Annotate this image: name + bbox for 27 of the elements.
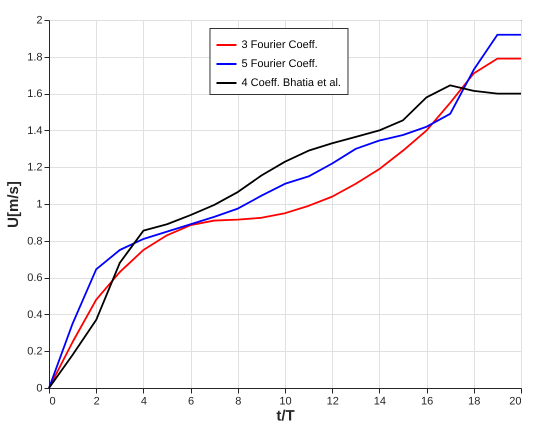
x-tick-label: 18 [468, 396, 480, 408]
y-tick-label: 0 [36, 382, 42, 394]
legend-label: 3 Fourier Coeff. [241, 39, 318, 51]
y-tick-label: 0.4 [27, 308, 42, 321]
x-tick-label: 6 [188, 396, 194, 408]
y-tick-label: 2 [36, 14, 42, 26]
y-tick-label: 1.4 [27, 124, 42, 137]
y-tick-label: 1.2 [27, 162, 42, 174]
y-tick-label: 1 [36, 198, 42, 210]
y-tick-label: 0.6 [27, 272, 42, 284]
x-tick-label: 16 [420, 396, 434, 408]
x-tick-label: 20 [509, 396, 522, 408]
x-tick-label: 12 [326, 396, 339, 408]
y-tick-label: 0.8 [27, 235, 42, 248]
legend-label: 5 Fourier Coeff. [241, 58, 318, 70]
x-tick-label: 8 [235, 396, 242, 408]
x-tick-label: 14 [374, 396, 386, 408]
x-tick-label: 2 [94, 396, 100, 408]
legend-label: 4 Coeff. Bhatia et al. [241, 77, 341, 89]
x-axis-title: t/T [276, 408, 295, 424]
y-tick-label: 0.2 [27, 346, 42, 358]
x-tick-label: 0 [50, 396, 56, 408]
y-tick-label: 1.6 [27, 88, 42, 100]
x-tick-label: 4 [140, 396, 147, 408]
x-tick-label: 10 [279, 396, 292, 408]
y-tick-label: 1.8 [27, 51, 42, 64]
y-axis-title: U[m/s] [5, 181, 22, 228]
